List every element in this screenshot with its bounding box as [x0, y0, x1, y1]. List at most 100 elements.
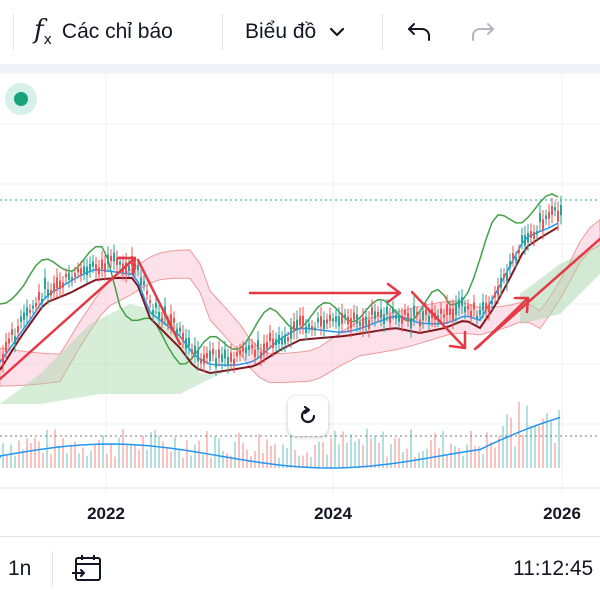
candle-body [29, 309, 31, 313]
volume-bar [178, 449, 180, 468]
volume-bar [238, 432, 240, 468]
candle-body [53, 283, 55, 292]
volume-bar [538, 426, 540, 468]
candle-body [47, 289, 49, 297]
indicators-label: Các chỉ báo [61, 20, 173, 43]
market-status-indicator[interactable] [5, 83, 37, 115]
candle-body [251, 344, 253, 349]
candle-body [311, 326, 313, 331]
candle-body [467, 305, 469, 310]
candle-body [470, 310, 472, 317]
candle-body [284, 334, 286, 344]
volume-bar [390, 443, 392, 468]
candle-body [89, 263, 91, 271]
volume-bar [394, 438, 396, 468]
candle-body [182, 332, 184, 341]
candle-body [257, 339, 259, 350]
candle-body [506, 272, 508, 283]
candle-body [401, 315, 403, 324]
candle-body [491, 300, 493, 305]
candle-body [305, 326, 307, 334]
volume-bar [70, 444, 72, 468]
redo-button[interactable] [469, 0, 497, 64]
drop-arrow [410, 290, 467, 350]
volume-bar [142, 435, 144, 468]
volume-bar [258, 434, 260, 468]
candle-body [200, 358, 202, 364]
candle-body [302, 315, 304, 326]
candle-body [59, 280, 61, 289]
volume-bar [430, 440, 432, 468]
reset-chart-button[interactable] [288, 396, 328, 436]
candle-body [263, 343, 265, 354]
volume-bar [202, 454, 204, 468]
candle-body [314, 327, 316, 331]
volume-bar [262, 453, 264, 468]
candle-body [215, 358, 217, 368]
x-tick-label: 2022 [87, 504, 125, 523]
volume-bar [94, 443, 96, 468]
candle-body [479, 309, 481, 315]
redo-icon [472, 23, 494, 41]
candle-body [299, 316, 301, 326]
candle-body [374, 311, 376, 319]
indicators-button[interactable]: fx Các chỉ báo [34, 0, 173, 64]
candle-body [428, 315, 430, 323]
candle-body [500, 277, 502, 288]
volume-bar [490, 441, 492, 468]
candle-body [275, 339, 277, 346]
candle-body [176, 328, 178, 333]
volume-bar [170, 451, 172, 468]
clock-time: 11:12:45 [513, 557, 594, 580]
candle-body [356, 314, 358, 324]
candle-body [77, 268, 79, 273]
candle-body [23, 312, 25, 320]
candle-body [206, 352, 208, 358]
candle-body [518, 249, 520, 254]
candle-body [236, 352, 238, 357]
volume-bar [22, 449, 24, 468]
volume-bar [278, 457, 280, 468]
candle-body [26, 307, 28, 316]
candle-body [320, 316, 322, 327]
candle-body [335, 316, 337, 322]
peak-reversal-arrow [136, 258, 182, 346]
candle-body [509, 260, 511, 268]
trend-annotations [0, 237, 600, 381]
undo-button[interactable] [405, 0, 433, 64]
candle-body [323, 319, 325, 330]
volume-bar [318, 441, 320, 468]
candle-body [425, 309, 427, 316]
candle-body [317, 318, 319, 323]
volume-bar [222, 451, 224, 468]
volume-bar [438, 447, 440, 468]
volume-bar [210, 457, 212, 468]
chart-type-button[interactable]: Biểu đồ [245, 0, 346, 64]
volume-bar [330, 438, 332, 468]
volume-bar [350, 434, 352, 468]
volume-bar [186, 440, 188, 468]
goto-date-button[interactable] [72, 537, 106, 601]
chevron-down-icon [330, 27, 345, 37]
volume-bar [246, 449, 248, 468]
volume-bar [322, 442, 324, 468]
volume-bar [18, 440, 20, 468]
sideways-arrow [248, 282, 402, 304]
candle-body [557, 210, 559, 222]
volume-bar [214, 436, 216, 468]
range-button[interactable]: 1n [8, 537, 31, 601]
volume-bar [526, 405, 528, 468]
volume-bar [370, 438, 372, 468]
price-chart[interactable]: 2022 2024 2026 [0, 74, 600, 536]
candle-body [515, 257, 517, 262]
volume-bar [302, 455, 304, 468]
volume-bar [26, 438, 28, 468]
candle-body [539, 213, 541, 223]
candle-body [65, 273, 67, 278]
candle-body [173, 317, 175, 323]
candle-body [344, 314, 346, 319]
candle-body [332, 318, 334, 322]
candle-body [83, 266, 85, 273]
candle-body [551, 206, 553, 215]
volume-bar [58, 445, 60, 468]
